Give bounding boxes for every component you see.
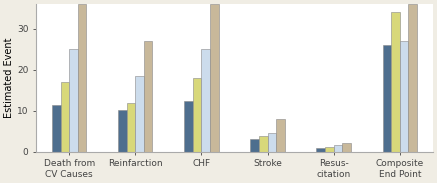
- Bar: [408, 4, 417, 152]
- Bar: [135, 76, 144, 152]
- Bar: [78, 4, 87, 152]
- Bar: [400, 41, 408, 152]
- Bar: [333, 145, 342, 152]
- Bar: [391, 12, 400, 152]
- Bar: [201, 49, 210, 152]
- Bar: [210, 4, 218, 152]
- Bar: [342, 143, 351, 152]
- Bar: [259, 136, 267, 152]
- Bar: [52, 105, 61, 152]
- Bar: [382, 45, 391, 152]
- Bar: [250, 139, 259, 152]
- Bar: [316, 148, 325, 152]
- Bar: [267, 133, 276, 152]
- Bar: [193, 78, 201, 152]
- Bar: [276, 119, 285, 152]
- Bar: [61, 82, 69, 152]
- Y-axis label: Estimated Event: Estimated Event: [4, 38, 14, 118]
- Bar: [144, 41, 153, 152]
- Bar: [118, 110, 127, 152]
- Bar: [127, 103, 135, 152]
- Bar: [184, 100, 193, 152]
- Bar: [69, 49, 78, 152]
- Bar: [325, 147, 333, 152]
